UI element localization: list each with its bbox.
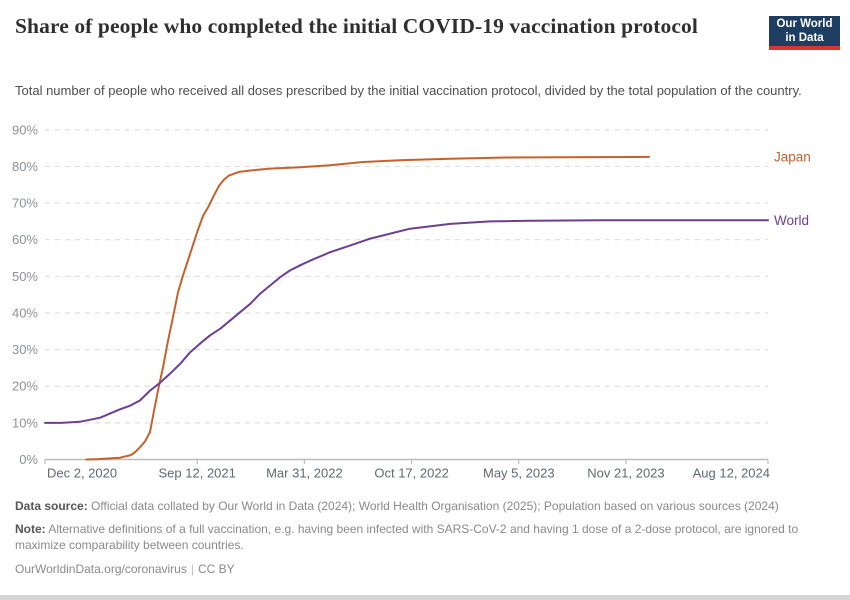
note-line: Note: Alternative definitions of a full … [15, 521, 823, 553]
y-tick-label: 40% [12, 305, 38, 320]
y-tick-label: 50% [12, 269, 38, 284]
y-tick-label: 10% [12, 415, 38, 430]
x-tick-label: Oct 17, 2022 [374, 466, 448, 481]
x-tick-label: Aug 12, 2024 [693, 466, 770, 481]
y-tick-label: 20% [12, 379, 38, 394]
owid-logo: Our World in Data [769, 16, 840, 50]
x-tick-label: Mar 31, 2022 [266, 466, 343, 481]
y-tick-label: 70% [12, 196, 38, 211]
owid-logo-line2: in Data [785, 32, 824, 44]
owid-logo-line1: Our World [776, 17, 833, 30]
y-tick-label: 30% [12, 342, 38, 357]
world-line [44, 219, 769, 424]
bottom-border-bar [0, 595, 850, 600]
series-label-japan: Japan [774, 149, 811, 164]
x-tick-label: May 5, 2023 [483, 466, 555, 481]
credit-separator: | [190, 561, 194, 576]
note-label: Note: [15, 522, 46, 537]
page-title: Share of people who completed the initia… [15, 14, 698, 38]
data-source-text: Official data collated by Our World in D… [87, 499, 779, 513]
y-tick-label: 60% [12, 232, 38, 247]
x-tick-label: Sep 12, 2021 [159, 466, 236, 481]
y-tick-label: 80% [12, 159, 38, 174]
note-text: Alternative definitions of a full vaccin… [15, 522, 799, 553]
owid-url-link[interactable]: OurWorldinData.org/coronavirus [15, 561, 187, 576]
data-source-label: Data source: [15, 499, 88, 513]
japan-line [85, 155, 650, 461]
data-source-line: Data source: Official data collated by O… [15, 498, 823, 514]
chart-subtitle: Total number of people who received all … [15, 83, 802, 98]
chart-footer: Data source: Official data collated by O… [15, 498, 823, 584]
y-tick-label: 0% [19, 452, 38, 467]
series-label-world: World [774, 213, 809, 228]
license-label: CC BY [197, 561, 235, 576]
credit-line: OurWorldinData.org/coronavirus | CC BY [15, 561, 823, 577]
x-tick-label: Nov 21, 2023 [587, 466, 664, 481]
y-tick-label: 90% [12, 122, 38, 137]
x-tick-label: Dec 2, 2020 [47, 466, 117, 481]
